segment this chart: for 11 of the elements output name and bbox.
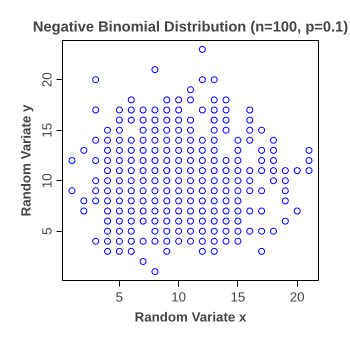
- chart-title: Negative Binomial Distribution (n=100, p=0.1): [32, 20, 348, 36]
- x-tick-label: 5: [116, 290, 124, 304]
- y-tick-label: 5: [40, 227, 54, 235]
- x-tick-label: 10: [171, 290, 186, 304]
- x-tick-label: 20: [290, 290, 305, 304]
- x-tick-label: 15: [230, 290, 246, 304]
- y-tick-label: 15: [40, 122, 54, 138]
- y-tick-label: 10: [40, 173, 54, 188]
- x-axis-title: Random Variate x: [134, 310, 248, 324]
- y-axis-title: Random Variate y: [18, 104, 34, 216]
- y-tick-label: 20: [40, 72, 54, 88]
